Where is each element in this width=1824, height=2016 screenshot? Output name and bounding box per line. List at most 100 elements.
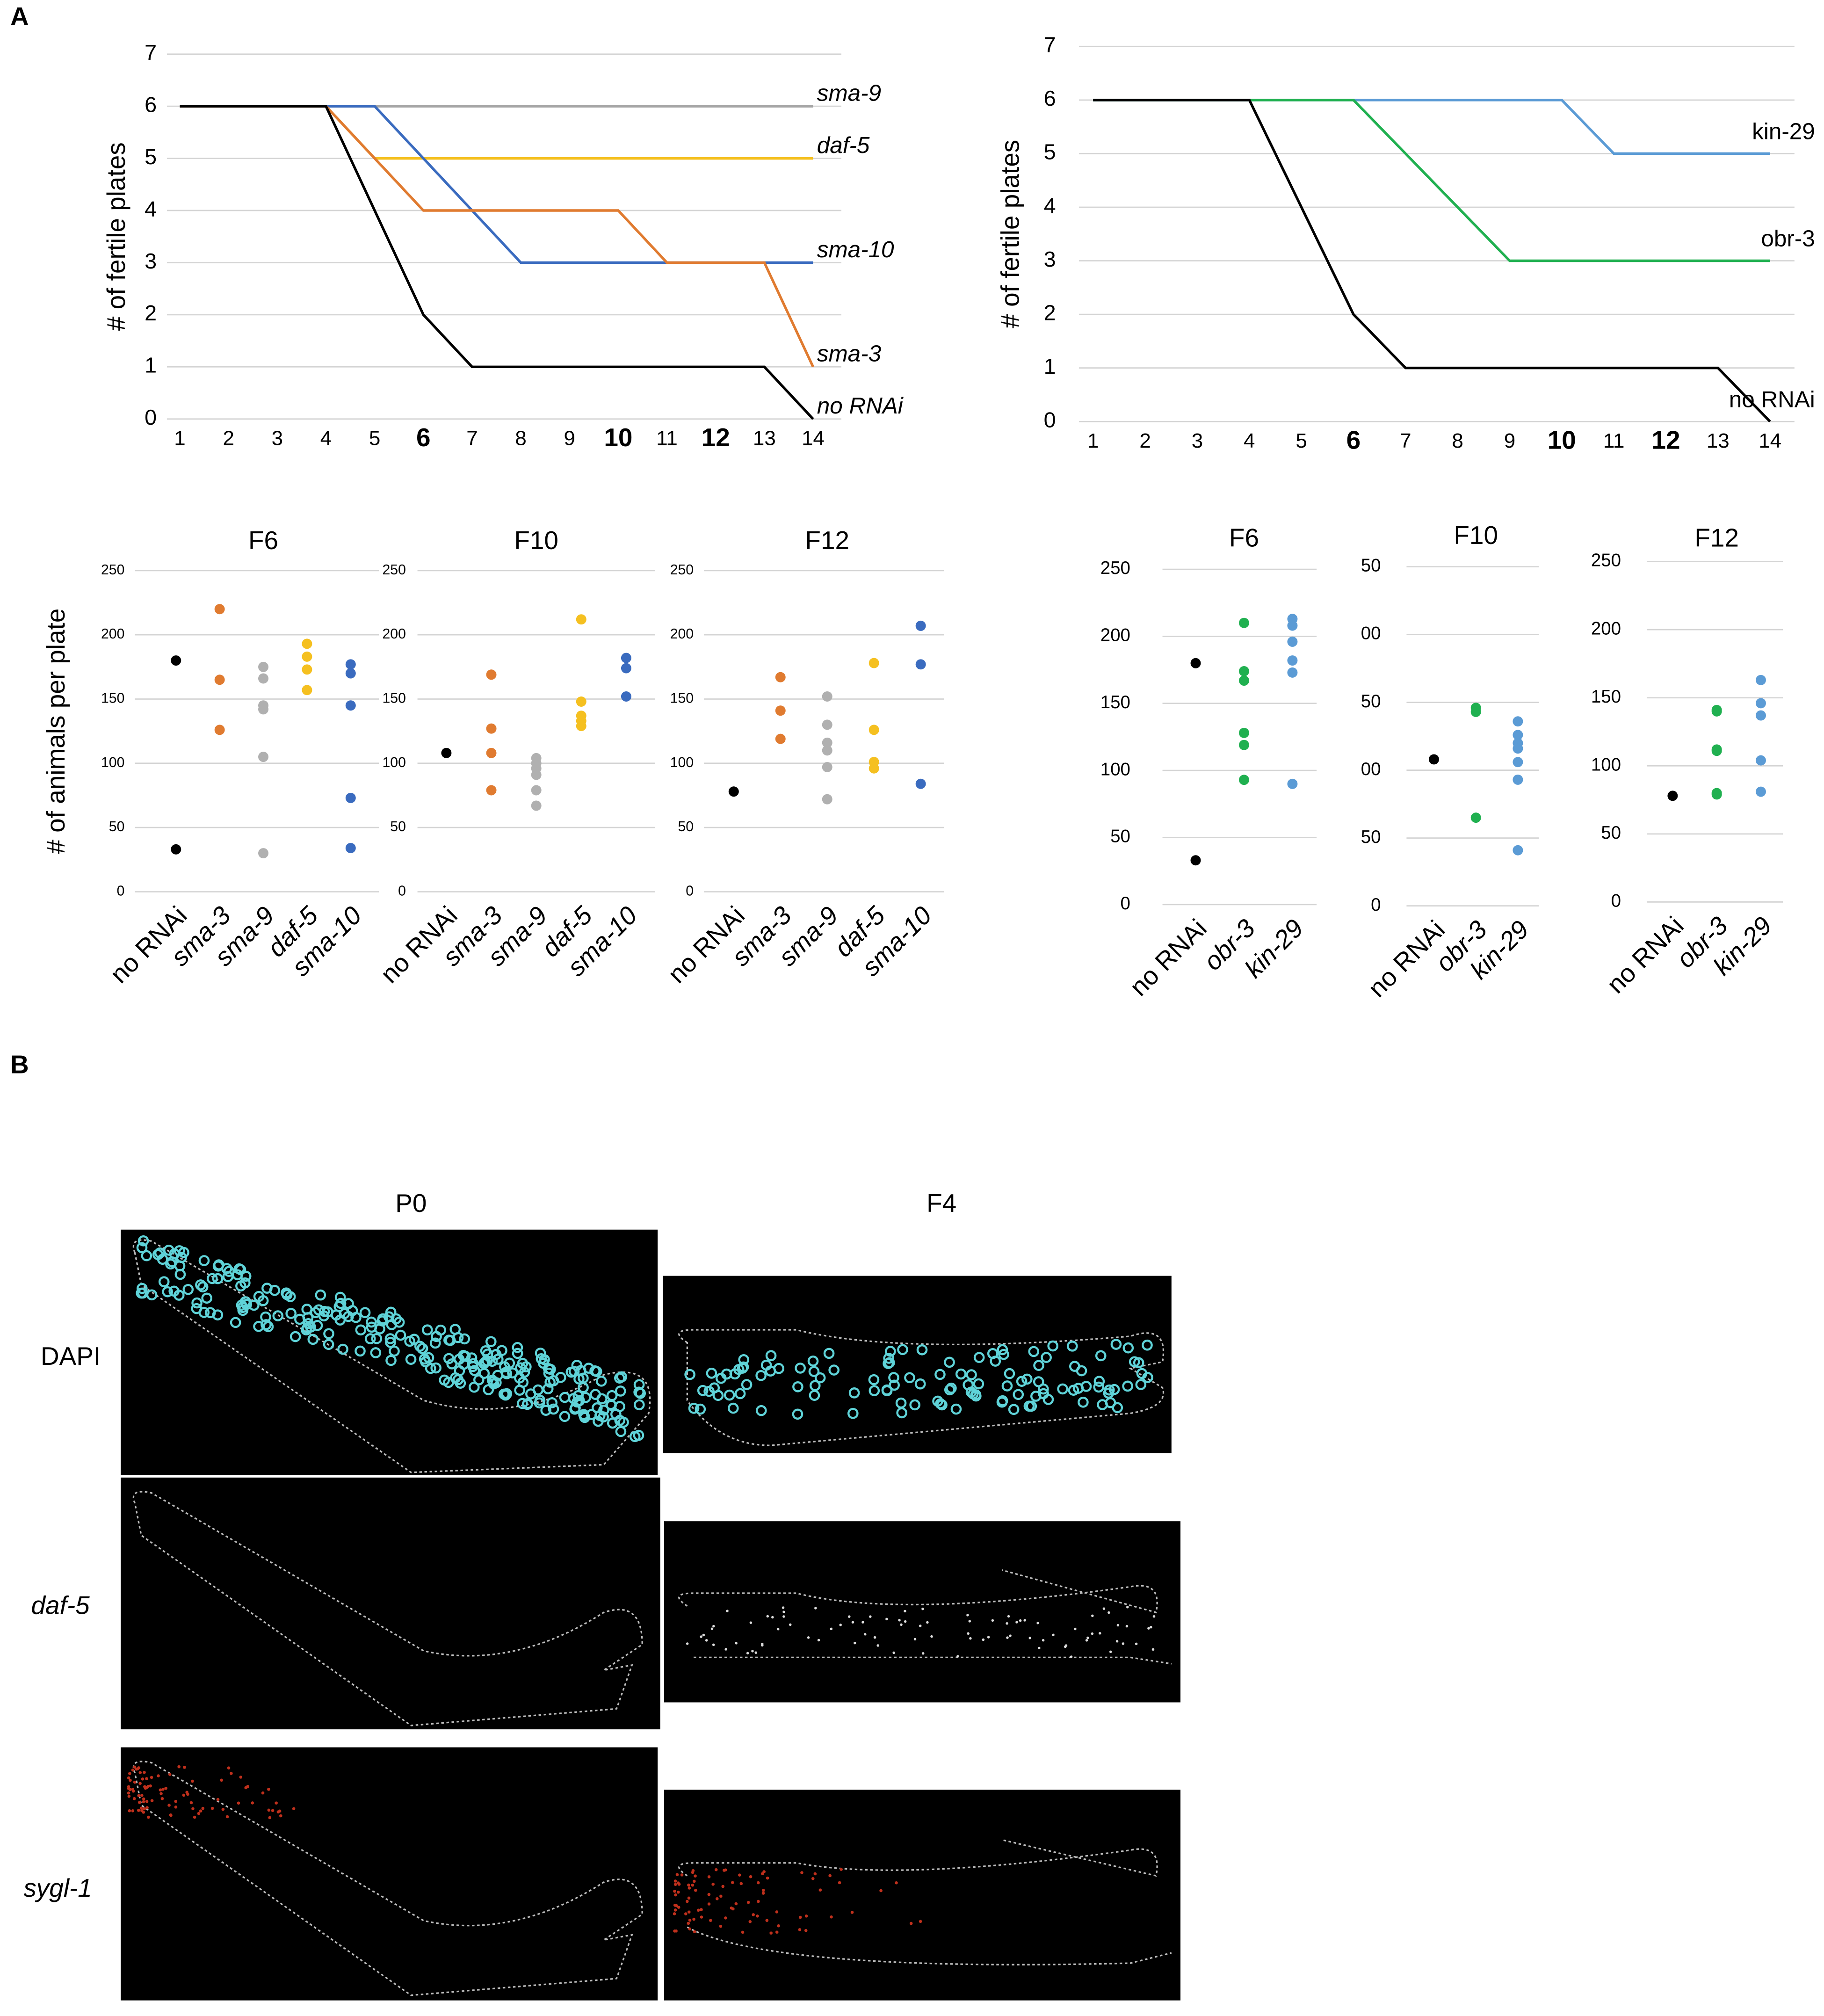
x-tick-label: 13: [753, 427, 776, 450]
dot: [728, 786, 739, 797]
x-tick-label: 9: [564, 427, 575, 450]
gonad-outline: [132, 1761, 643, 1996]
nucleus: [366, 1316, 377, 1328]
y-tick-label: 250: [670, 562, 694, 578]
speck: [1147, 1627, 1150, 1630]
speck: [900, 1623, 903, 1626]
speck: [137, 1794, 140, 1798]
speck: [707, 1902, 711, 1906]
speck: [696, 1908, 700, 1912]
speck: [677, 1883, 681, 1886]
nucleus: [896, 1407, 907, 1419]
speck: [261, 1791, 265, 1795]
speck: [137, 1766, 140, 1769]
dot: [345, 668, 356, 679]
dot: [915, 778, 926, 789]
dot: [1238, 617, 1249, 628]
speck: [748, 1920, 752, 1923]
speck: [688, 1918, 692, 1922]
nucleus: [512, 1348, 523, 1359]
nucleus: [544, 1377, 556, 1388]
speck: [1036, 1622, 1039, 1624]
x-tick-label: 12: [702, 423, 730, 452]
dot: [1287, 636, 1298, 647]
speck: [879, 1889, 883, 1893]
y-tick-label: 1: [1044, 354, 1056, 378]
y-tick-label: 7: [145, 40, 157, 65]
nucleus: [792, 1408, 803, 1420]
nucleus: [262, 1321, 274, 1333]
speck: [735, 1642, 738, 1645]
x-tick-label: 3: [1192, 429, 1203, 452]
nucleus: [869, 1385, 880, 1396]
y-tick-label: 150: [1591, 687, 1621, 707]
nucleus: [1104, 1384, 1115, 1396]
speck: [714, 1868, 718, 1871]
nucleus: [709, 1382, 720, 1393]
speck: [782, 1615, 785, 1618]
nucleus: [1122, 1342, 1134, 1354]
dot: [1238, 675, 1249, 686]
nucleus: [848, 1387, 860, 1399]
speck: [721, 1885, 725, 1888]
nucleus: [1068, 1385, 1079, 1396]
nucleus: [944, 1384, 955, 1396]
nucleus: [737, 1363, 748, 1374]
dot: [345, 792, 356, 803]
nucleus: [443, 1353, 455, 1364]
speck: [775, 1930, 779, 1934]
line: [1093, 99, 1771, 423]
speck: [1019, 1619, 1022, 1622]
nuclei: [127, 1235, 1156, 1935]
nucleus: [1021, 1373, 1033, 1385]
nucleus: [633, 1379, 645, 1391]
nucleus: [212, 1309, 224, 1320]
nucleus: [1093, 1381, 1105, 1393]
nucleus: [302, 1322, 313, 1334]
series-label: sma-9: [817, 80, 881, 106]
dot: [822, 691, 832, 702]
nucleus: [868, 1374, 880, 1385]
speck: [271, 1809, 275, 1812]
y-axis-label: # of fertile plates: [996, 140, 1025, 328]
speck: [128, 1772, 131, 1775]
speck: [191, 1779, 194, 1783]
speck: [138, 1782, 142, 1785]
nucleus: [633, 1399, 645, 1411]
dot: [1755, 698, 1766, 709]
x-tick-label: 11: [656, 427, 678, 450]
speck: [688, 1886, 691, 1890]
speck: [1052, 1633, 1055, 1637]
speck: [761, 1889, 765, 1892]
nucleus: [485, 1336, 497, 1348]
speck: [762, 1870, 766, 1873]
nucleus: [303, 1318, 314, 1329]
nucleus: [987, 1348, 999, 1359]
nucleus: [883, 1358, 894, 1369]
nucleus: [355, 1345, 366, 1357]
speck: [921, 1652, 925, 1655]
line: [1093, 99, 1770, 155]
speck: [798, 1928, 802, 1931]
speck: [731, 1881, 734, 1884]
dot: [258, 673, 269, 684]
speck: [913, 1638, 917, 1641]
speck: [873, 1636, 876, 1639]
nucleus: [568, 1366, 580, 1377]
nucleus: [615, 1385, 626, 1397]
y-tick-label: 3: [145, 249, 157, 273]
speck: [709, 1919, 712, 1922]
y-tick-label: 50: [1361, 691, 1381, 711]
series-label: sma-10: [817, 237, 894, 262]
speck: [167, 1804, 171, 1807]
y-tick-label: 3: [1044, 247, 1056, 271]
dot: [441, 747, 452, 758]
speck: [230, 1772, 233, 1775]
speck: [227, 1766, 231, 1770]
nucleus: [734, 1388, 746, 1400]
speck: [761, 1892, 765, 1895]
nucleus: [284, 1291, 296, 1302]
speck: [895, 1881, 898, 1885]
nucleus: [385, 1355, 397, 1366]
speck: [680, 1873, 684, 1877]
